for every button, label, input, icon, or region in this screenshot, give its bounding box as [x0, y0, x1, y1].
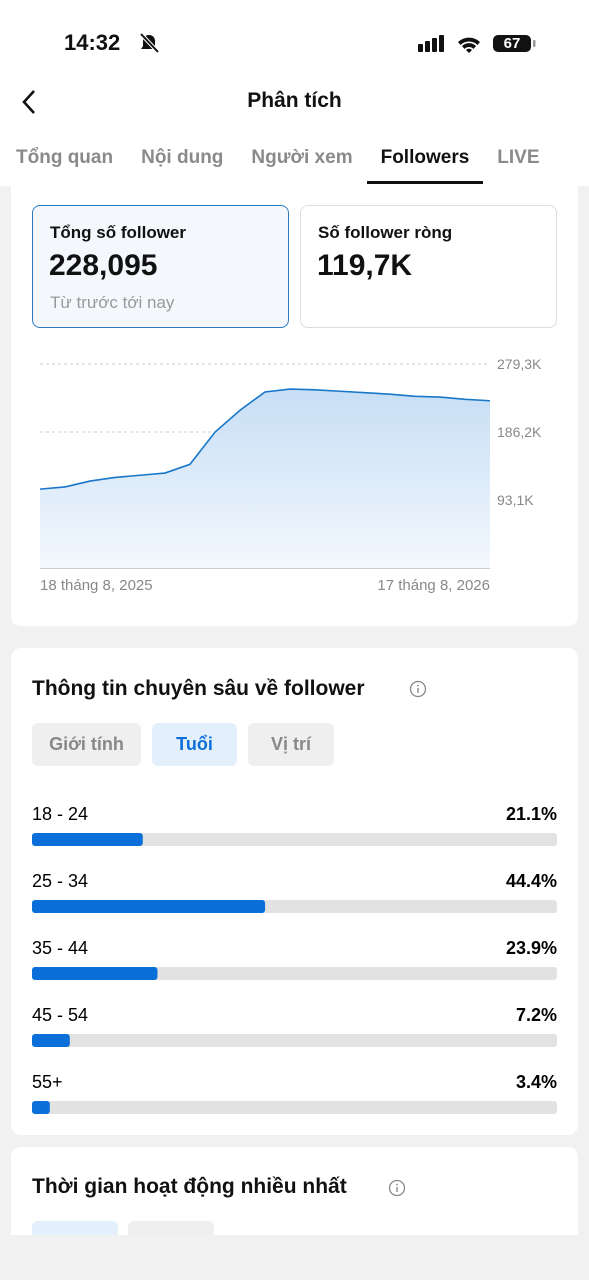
- follower-chart: 93,1K 186,2K 279,3K 18 tháng 8, 2025 17 thán…: [39, 356, 542, 594]
- filter-pill[interactable]: [32, 1221, 118, 1235]
- metric-card[interactable]: [300, 205, 557, 328]
- metric-label: Số follower ròng: [318, 223, 453, 242]
- metric-value: 119,7K: [317, 249, 413, 282]
- x-tick-label: 18 tháng 8, 2025: [40, 577, 153, 594]
- bar: [32, 833, 143, 846]
- filter-pill[interactable]: Giới tính: [32, 723, 141, 766]
- info-icon[interactable]: [409, 680, 427, 698]
- category-label: 25 - 34: [32, 871, 88, 891]
- tab[interactable]: LIVE: [497, 147, 540, 168]
- back-button[interactable]: [18, 88, 42, 116]
- line: [39, 388, 491, 490]
- value-label: 44.4%: [506, 871, 557, 891]
- bar: [32, 1101, 50, 1114]
- section-title: Thông tin chuyên sâu về follower: [32, 677, 365, 700]
- value-label: 3.4%: [516, 1072, 557, 1092]
- tab[interactable]: Nội dung: [141, 147, 224, 168]
- filter-pill[interactable]: Tuổi: [152, 723, 237, 766]
- y-tick-label: 186,2K: [497, 424, 542, 440]
- value-label: 7.2%: [516, 1005, 557, 1025]
- status-icons: 67: [418, 35, 536, 53]
- category-label: 45 - 54: [32, 1005, 88, 1025]
- age-chart: 18 - 24 21.1% 25 - 34 44.4% 35 - 44 23.9% 45 -…: [32, 804, 557, 1114]
- info-icon[interactable]: [388, 1179, 406, 1197]
- area: [40, 389, 490, 568]
- bar-track: [32, 1034, 557, 1047]
- metric-label: Tổng số follower: [50, 223, 186, 242]
- tab[interactable]: Người xem: [251, 147, 353, 168]
- bar-track: [32, 833, 557, 846]
- top-bar: [0, 0, 589, 186]
- bar: [32, 967, 158, 980]
- filter-pill[interactable]: [128, 1221, 214, 1235]
- category-label: 35 - 44: [32, 938, 88, 958]
- time: 14:32: [64, 30, 121, 55]
- y-tick-label: 279,3K: [497, 356, 542, 372]
- bar: [32, 1034, 70, 1047]
- value-label: 23.9%: [506, 938, 557, 958]
- activity-card: [11, 1147, 578, 1235]
- mute-icon: [139, 32, 160, 54]
- page-title: Phân tích: [247, 89, 342, 112]
- value-label: 21.1%: [506, 804, 557, 824]
- y-tick-label: 93,1K: [497, 492, 534, 508]
- metric-card[interactable]: [32, 205, 289, 328]
- category-label: 55+: [32, 1072, 63, 1092]
- tab-bar: Tổng quan Nội dung Người xem Followers LIVE: [16, 147, 540, 184]
- bar: [32, 900, 266, 913]
- bar-track: [32, 1101, 557, 1114]
- battery: 67: [504, 35, 521, 52]
- filter-pill[interactable]: Vị trí: [248, 723, 334, 766]
- tab[interactable]: Tổng quan: [16, 147, 114, 168]
- section-title: Thời gian hoạt động nhiều nhất: [32, 1175, 347, 1198]
- metric-note: Từ trước tới nay: [50, 293, 175, 312]
- tab-underline: [366, 181, 484, 184]
- x-tick-label: 17 tháng 8, 2026: [377, 577, 490, 594]
- metric-value: 228,095: [49, 249, 158, 282]
- category-label: 18 - 24: [32, 804, 88, 824]
- tab[interactable]: Followers: [366, 147, 484, 184]
- bar-track: [32, 967, 557, 980]
